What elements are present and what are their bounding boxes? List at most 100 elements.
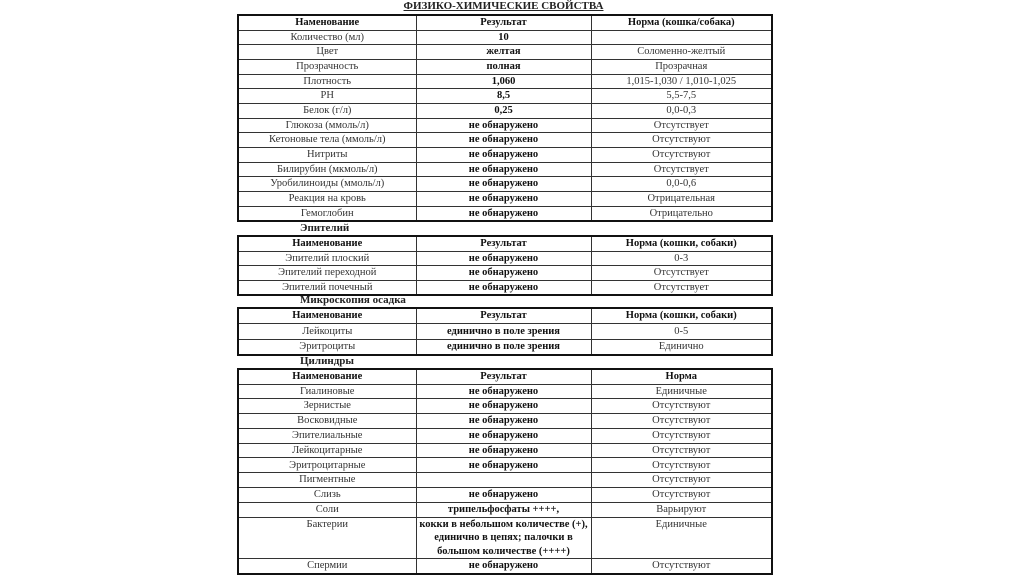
norm-cell: Единичные xyxy=(590,383,773,400)
result-cell: не обнаружено xyxy=(415,265,592,281)
name-cell: Цвет xyxy=(237,44,417,60)
result-cell: не обнаружено xyxy=(415,161,592,178)
norm-cell: Отсутствуют xyxy=(590,427,773,444)
norm-cell: Отрицательно xyxy=(590,205,773,222)
name-cell: PH xyxy=(237,88,417,104)
result-cell: не обнаружено xyxy=(415,427,592,444)
table-physchem: Наменование Результат Норма (кошка/собака)… xyxy=(237,14,773,223)
name-cell: Эритроциты xyxy=(237,338,417,355)
result-cell: не обнаружено xyxy=(415,442,592,459)
name-cell: Восковидные xyxy=(237,413,417,429)
table-row: Гиалиновые не обнаружено Единичные xyxy=(237,383,773,400)
table-row: Белок (г/л) 0,25 0,0-0,3 xyxy=(237,102,773,119)
table-row: Реакция на кровь не обнаружено Отрицательн… xyxy=(237,191,773,207)
norm-cell: 0,0-0,6 xyxy=(590,176,773,193)
column-header: Результат xyxy=(415,235,592,252)
norm-cell: Отсутствует xyxy=(590,265,773,281)
norm-cell: Отсутствуют xyxy=(590,487,773,503)
table-row: Гемоглобин не обнаружено Отрицательно xyxy=(237,205,773,222)
table-row: Восковидные не обнаружено Отсутствуют xyxy=(237,413,773,429)
name-cell: Кетоновые тела (ммоль/л) xyxy=(237,132,417,148)
name-cell: Лейкоцитарные xyxy=(237,442,417,459)
norm-cell: Отсутствуют xyxy=(590,472,773,489)
table-row: Слизь не обнаружено Отсутствуют xyxy=(237,487,773,503)
table-row: Эпителиальные не обнаружено Отсутствуют xyxy=(237,427,773,444)
table-casts: Наименование Результат Норма Гиалиновые не о… xyxy=(237,368,773,575)
column-header: Наименование xyxy=(237,368,417,385)
table-row: Эритроциты единично в поле зрения Единично xyxy=(237,338,773,355)
table-row: Билирубин (мкмоль/л) не обнаружено Отсутст… xyxy=(237,161,773,178)
name-cell: Пигментные xyxy=(237,472,417,489)
document-title: ФИЗИКО-ХИМИЧЕСКИЕ СВОЙСТВА xyxy=(403,0,604,12)
norm-cell: 0,0-0,3 xyxy=(590,102,773,119)
name-cell: Эпителий плоский xyxy=(237,250,417,267)
table-row: Лейкоцитарные не обнаружено Отсутствуют xyxy=(237,442,773,459)
result-cell: 8,5 xyxy=(415,88,592,104)
result-cell: не обнаружено xyxy=(415,398,592,415)
table-row: Спермии не обнаружено Отсутствуют xyxy=(237,558,773,575)
table-row: Эпителий плоский не обнаружено 0-3 xyxy=(237,250,773,267)
name-cell: Спермии xyxy=(237,558,417,575)
result-cell: не обнаружено xyxy=(415,191,592,207)
norm-cell: Отсутствует xyxy=(590,279,773,296)
name-cell: Нитриты xyxy=(237,147,417,163)
result-cell: желтая xyxy=(415,44,592,60)
norm-cell: Отсутствуют xyxy=(590,442,773,459)
name-cell: Эритроцитарные xyxy=(237,457,417,474)
column-header: Норма (кошка/собака) xyxy=(590,14,773,31)
result-cell: не обнаружено xyxy=(415,487,592,503)
norm-cell xyxy=(590,29,773,46)
column-header: Наименование xyxy=(237,235,417,252)
norm-cell: Отсутствует xyxy=(590,161,773,178)
table-epithelium: Наименование Результат Норма (кошки, собак… xyxy=(237,235,773,297)
result-cell: 1,060 xyxy=(415,73,592,90)
table-row: Кетоновые тела (ммоль/л) не обнаружено Отс… xyxy=(237,132,773,148)
table-row: Цвет желтая Соломенно-желтый xyxy=(237,44,773,60)
result-cell: не обнаружено xyxy=(415,279,592,296)
result-cell: не обнаружено xyxy=(415,117,592,134)
table-header-row: Наименование Результат Норма xyxy=(237,368,773,385)
name-cell: Гемоглобин xyxy=(237,205,417,222)
column-header: Результат xyxy=(415,307,592,324)
result-cell: кокки в небольшом количестве (+), единич… xyxy=(415,516,592,560)
norm-cell: 0-5 xyxy=(590,323,773,340)
result-cell: не обнаружено xyxy=(415,457,592,474)
name-cell: Прозрачность xyxy=(237,58,417,75)
norm-cell: Отсутствуют xyxy=(590,147,773,163)
norm-cell: Единично xyxy=(590,338,773,355)
result-cell: трипельфосфаты ++++, xyxy=(415,501,592,518)
table-row: Эпителий переходной не обнаружено Отсутств… xyxy=(237,265,773,281)
norm-cell: Единичные xyxy=(590,516,773,560)
name-cell: Уробилиноиды (ммоль/л) xyxy=(237,176,417,193)
norm-cell: Прозрачная xyxy=(590,58,773,75)
column-header: Норма xyxy=(590,368,773,385)
table-row: Пигментные Отсутствуют xyxy=(237,472,773,489)
name-cell: Слизь xyxy=(237,487,417,503)
table-row: Количество (мл) 10 xyxy=(237,29,773,46)
result-cell: полная xyxy=(415,58,592,75)
table-row: PH 8,5 5,5-7,5 xyxy=(237,88,773,104)
table-row: Прозрачность полная Прозрачная xyxy=(237,58,773,75)
norm-cell: Отсутствуют xyxy=(590,558,773,575)
norm-cell: Отсутствуют xyxy=(590,132,773,148)
column-header: Норма (кошки, собаки) xyxy=(590,307,773,324)
name-cell: Количество (мл) xyxy=(237,29,417,46)
norm-cell: Отсутствуют xyxy=(590,457,773,474)
norm-cell: Отсутствуют xyxy=(590,398,773,415)
norm-cell: 0-3 xyxy=(590,250,773,267)
name-cell: Лейкоциты xyxy=(237,323,417,340)
result-cell: не обнаружено xyxy=(415,176,592,193)
norm-cell: Отсутствует xyxy=(590,117,773,134)
name-cell: Соли xyxy=(237,501,417,518)
result-cell: не обнаружено xyxy=(415,250,592,267)
name-cell: Зернистые xyxy=(237,398,417,415)
result-cell: не обнаружено xyxy=(415,205,592,222)
column-header: Результат xyxy=(415,14,592,31)
section-title-sediment: Микроскопия осадка xyxy=(300,294,406,306)
table-row: Бактерии кокки в небольшом количестве (+)… xyxy=(237,516,773,560)
table-row: Глюкоза (ммоль/л) не обнаружено Отсутствуе… xyxy=(237,117,773,134)
table-header-row: Наменование Результат Норма (кошка/собака) xyxy=(237,14,773,31)
norm-cell: Варьируют xyxy=(590,501,773,518)
result-cell: не обнаружено xyxy=(415,132,592,148)
column-header: Наменование xyxy=(237,14,417,31)
